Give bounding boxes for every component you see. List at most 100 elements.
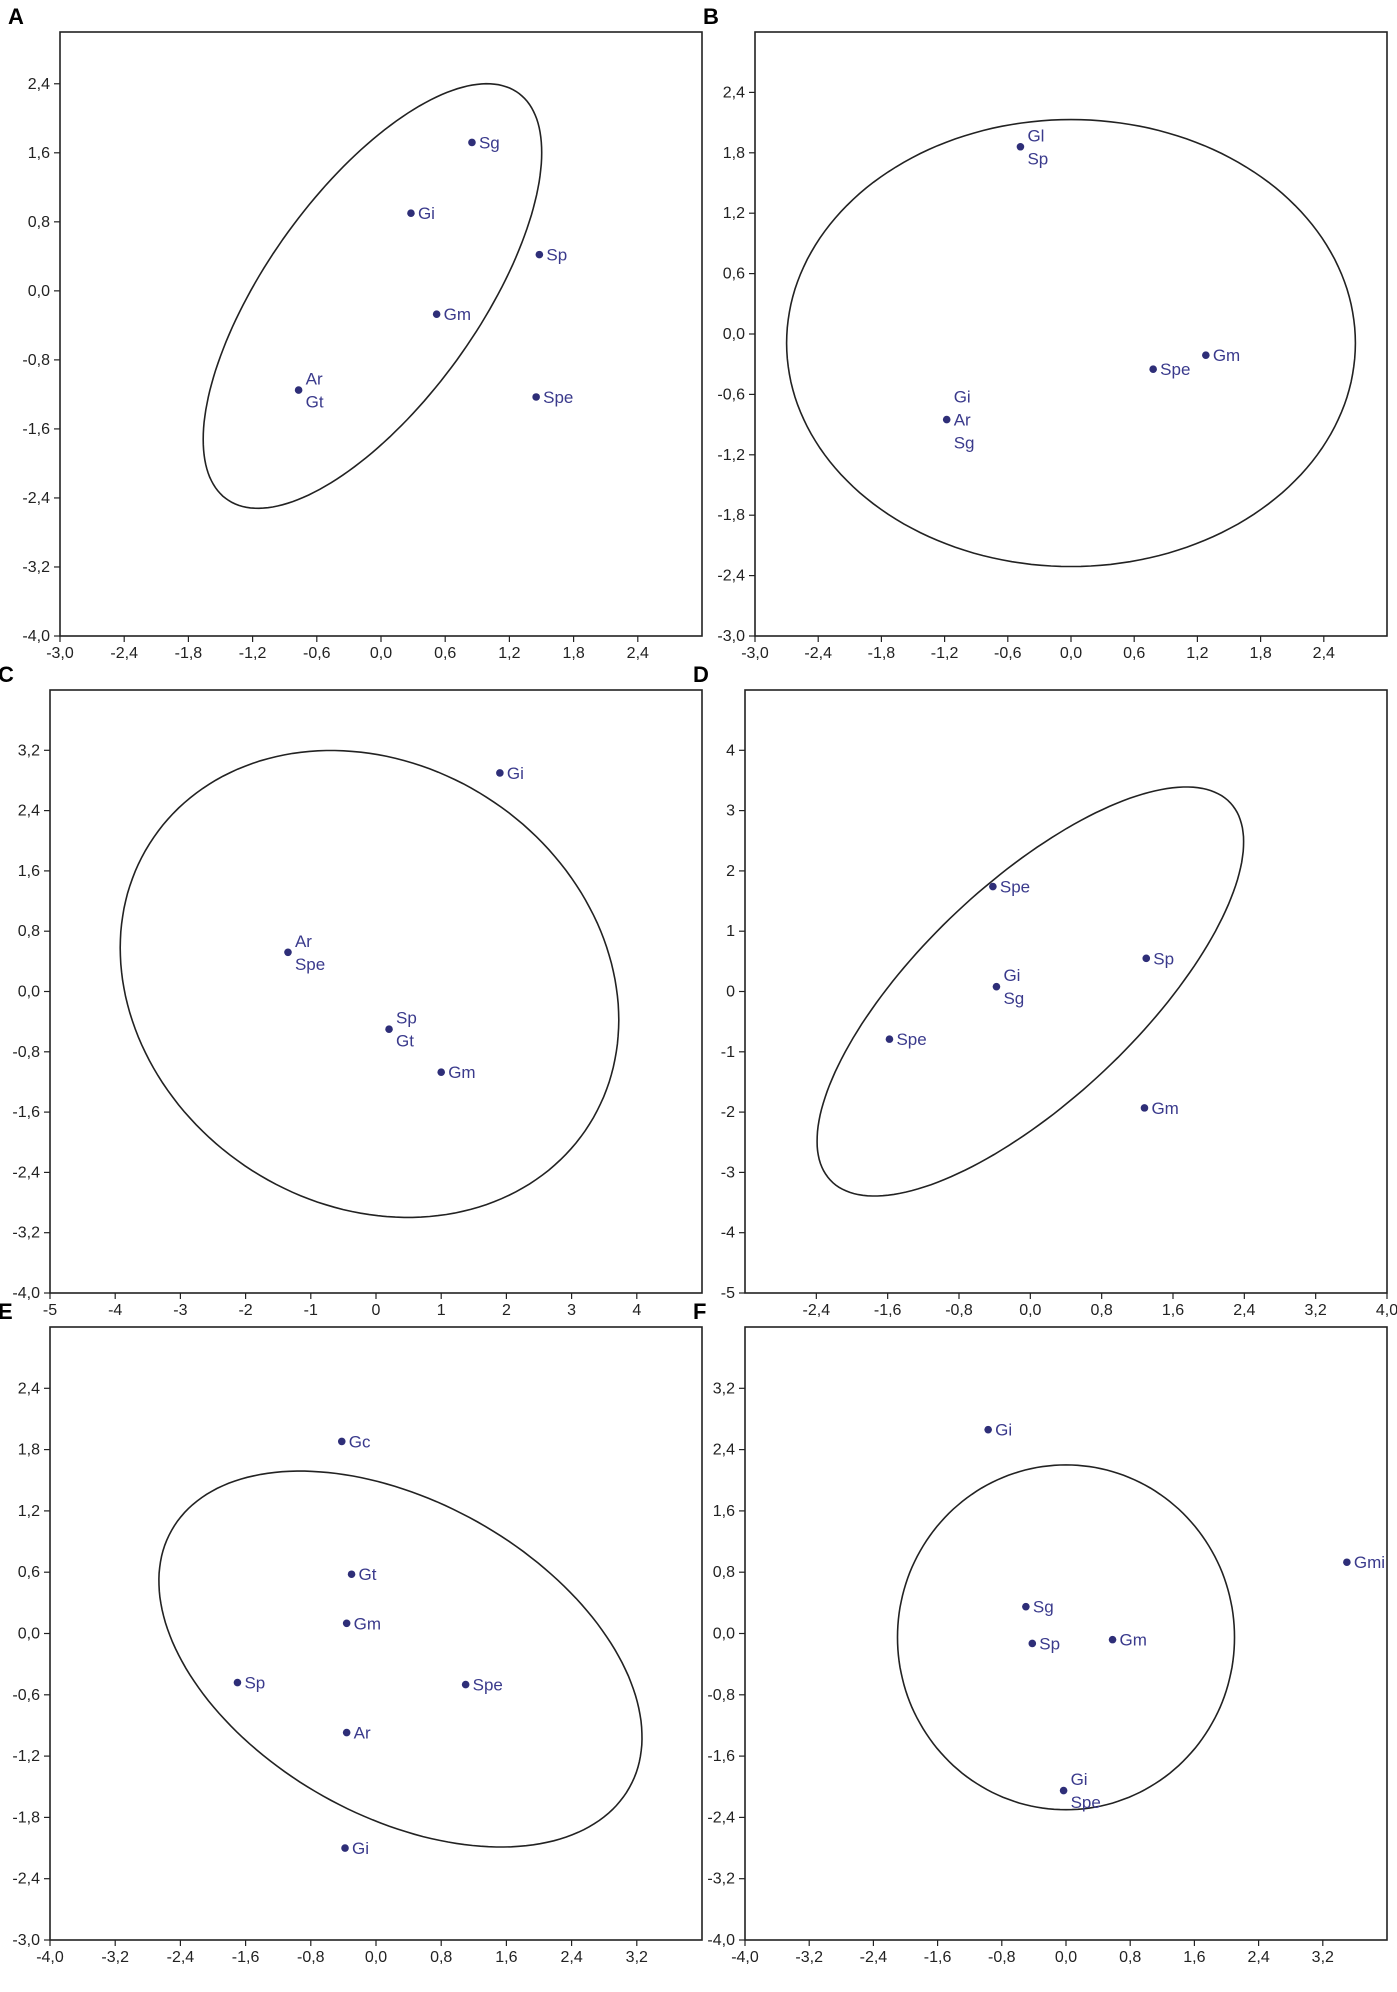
- y-tick-label: -3,2: [12, 1225, 40, 1242]
- y-tick-label: 2: [726, 863, 735, 880]
- x-tick-label: -5: [43, 1302, 57, 1319]
- confidence-ellipse: [896, 1464, 1236, 1811]
- y-tick-label: 1,2: [18, 1503, 40, 1520]
- x-tick-label: 1,6: [495, 1949, 517, 1966]
- data-point: [342, 1728, 351, 1737]
- y-tick-label: -0,6: [717, 386, 745, 403]
- point-label: Gm: [1120, 1631, 1147, 1650]
- point-label: Gi: [995, 1421, 1012, 1440]
- y-tick-label: 0,0: [713, 1626, 735, 1643]
- x-tick-label: -2: [238, 1302, 252, 1319]
- plot-frame: [744, 1326, 1388, 1941]
- y-tick-label: 1: [726, 923, 735, 940]
- x-tick-label: 0,0: [365, 1949, 387, 1966]
- x-tick-label: 2,4: [560, 1949, 582, 1966]
- data-point: [468, 138, 476, 147]
- y-tick-label: 1,2: [723, 205, 745, 222]
- y-tick-label: -2,4: [22, 490, 50, 507]
- data-point: [984, 1425, 992, 1434]
- x-tick-label: -4,0: [36, 1949, 64, 1966]
- y-tick-label: 2,4: [723, 84, 745, 101]
- point-label: Ar: [295, 932, 312, 951]
- x-tick-label: 0,6: [1123, 645, 1145, 662]
- x-tick-label: 1,6: [1183, 1949, 1205, 1966]
- y-tick-label: -1,6: [707, 1748, 735, 1765]
- x-tick-label: 2,4: [1313, 645, 1335, 662]
- x-tick-label: -1: [304, 1302, 318, 1319]
- x-tick-label: 3: [567, 1302, 576, 1319]
- x-tick-label: 1,2: [498, 645, 520, 662]
- point-label: Spe: [295, 955, 325, 974]
- data-point: [461, 1680, 470, 1689]
- point-label: Sp: [396, 1009, 417, 1028]
- panel-letter: C: [0, 662, 14, 687]
- confidence-ellipse: [202, 82, 543, 510]
- x-tick-label: 0: [372, 1302, 381, 1319]
- x-tick-label: 0,0: [370, 645, 392, 662]
- x-tick-label: -2,4: [803, 1302, 831, 1319]
- y-tick-label: 1,6: [28, 145, 50, 162]
- data-point: [992, 982, 1001, 991]
- point-label: Gt: [306, 393, 324, 412]
- data-point: [1016, 142, 1025, 151]
- point-label: Ar: [954, 411, 971, 430]
- panel-a: A -3,0 -2,4 -1,8 -1,2 -0,6 0,0 0,6 1,2 1,8 2,4 -4,0…: [8, 4, 703, 662]
- point-label: Spe: [473, 1676, 503, 1695]
- point-label: Gi: [352, 1839, 369, 1858]
- x-tick-label: -3: [173, 1302, 187, 1319]
- point-label: Gi: [418, 204, 435, 223]
- y-tick-label: 1,6: [18, 863, 40, 880]
- y-tick-label: 1,6: [713, 1503, 735, 1520]
- data-point: [385, 1025, 393, 1033]
- point-label: Spe: [1000, 878, 1030, 897]
- y-tick-label: -3,2: [707, 1871, 735, 1888]
- data-point: [432, 310, 441, 318]
- x-tick-label: -3,2: [795, 1949, 823, 1966]
- data-point: [1149, 365, 1157, 374]
- data-point: [337, 1437, 346, 1446]
- y-tick-label: 3,2: [18, 742, 40, 759]
- y-tick-label: -3,0: [717, 628, 745, 645]
- point-label: Gm: [444, 305, 471, 324]
- data-point: [347, 1570, 356, 1579]
- y-tick-label: 0,8: [18, 923, 40, 940]
- panel-letter: B: [703, 4, 719, 29]
- x-tick-label: -2,4: [167, 1949, 195, 1966]
- x-tick-label: 2: [502, 1302, 511, 1319]
- panel-letter: A: [8, 4, 24, 29]
- data-point: [294, 386, 303, 394]
- point-label: Ar: [354, 1724, 371, 1743]
- x-tick-label: 0,6: [434, 645, 456, 662]
- y-tick-label: -1,6: [12, 1104, 40, 1121]
- panel-letter: E: [0, 1299, 13, 1324]
- data-point: [407, 209, 415, 217]
- point-label: Gm: [448, 1063, 475, 1082]
- confidence-ellipse: [785, 118, 1357, 568]
- x-tick-label: -3,0: [46, 645, 74, 662]
- x-tick-label: -3,0: [741, 645, 769, 662]
- y-tick-label: -3: [721, 1164, 735, 1181]
- y-tick-label: 0,0: [28, 283, 50, 300]
- point-label: Sp: [1039, 1634, 1060, 1653]
- data-point: [1202, 351, 1210, 359]
- panel-d: D -2,4 -1,6 -0,8 0,0 0,8 1,6 2,4 3,2 4,0 -5 -4 -3 -2 -…: [693, 662, 1397, 1319]
- x-tick-label: -1,8: [175, 645, 203, 662]
- x-tick-label: 4: [632, 1302, 641, 1319]
- point-label: Sp: [244, 1674, 265, 1693]
- y-tick-label: -2: [721, 1104, 735, 1121]
- x-tick-label: 1,6: [1162, 1302, 1184, 1319]
- data-point: [1142, 954, 1151, 963]
- y-tick-label: 3,2: [713, 1380, 735, 1397]
- y-tick-label: 0,0: [723, 326, 745, 343]
- y-tick-label: 0,6: [18, 1564, 40, 1581]
- point-label: Sg: [479, 133, 500, 152]
- x-tick-label: -4: [108, 1302, 122, 1319]
- data-point: [341, 1844, 349, 1852]
- data-point: [1108, 1635, 1117, 1644]
- point-label: Sg: [954, 434, 975, 453]
- confidence-ellipse: [816, 786, 1245, 1197]
- y-tick-label: -4,0: [12, 1285, 40, 1302]
- point-label: Gi: [954, 388, 971, 407]
- data-point: [1140, 1104, 1149, 1112]
- x-tick-label: 1,8: [1249, 645, 1271, 662]
